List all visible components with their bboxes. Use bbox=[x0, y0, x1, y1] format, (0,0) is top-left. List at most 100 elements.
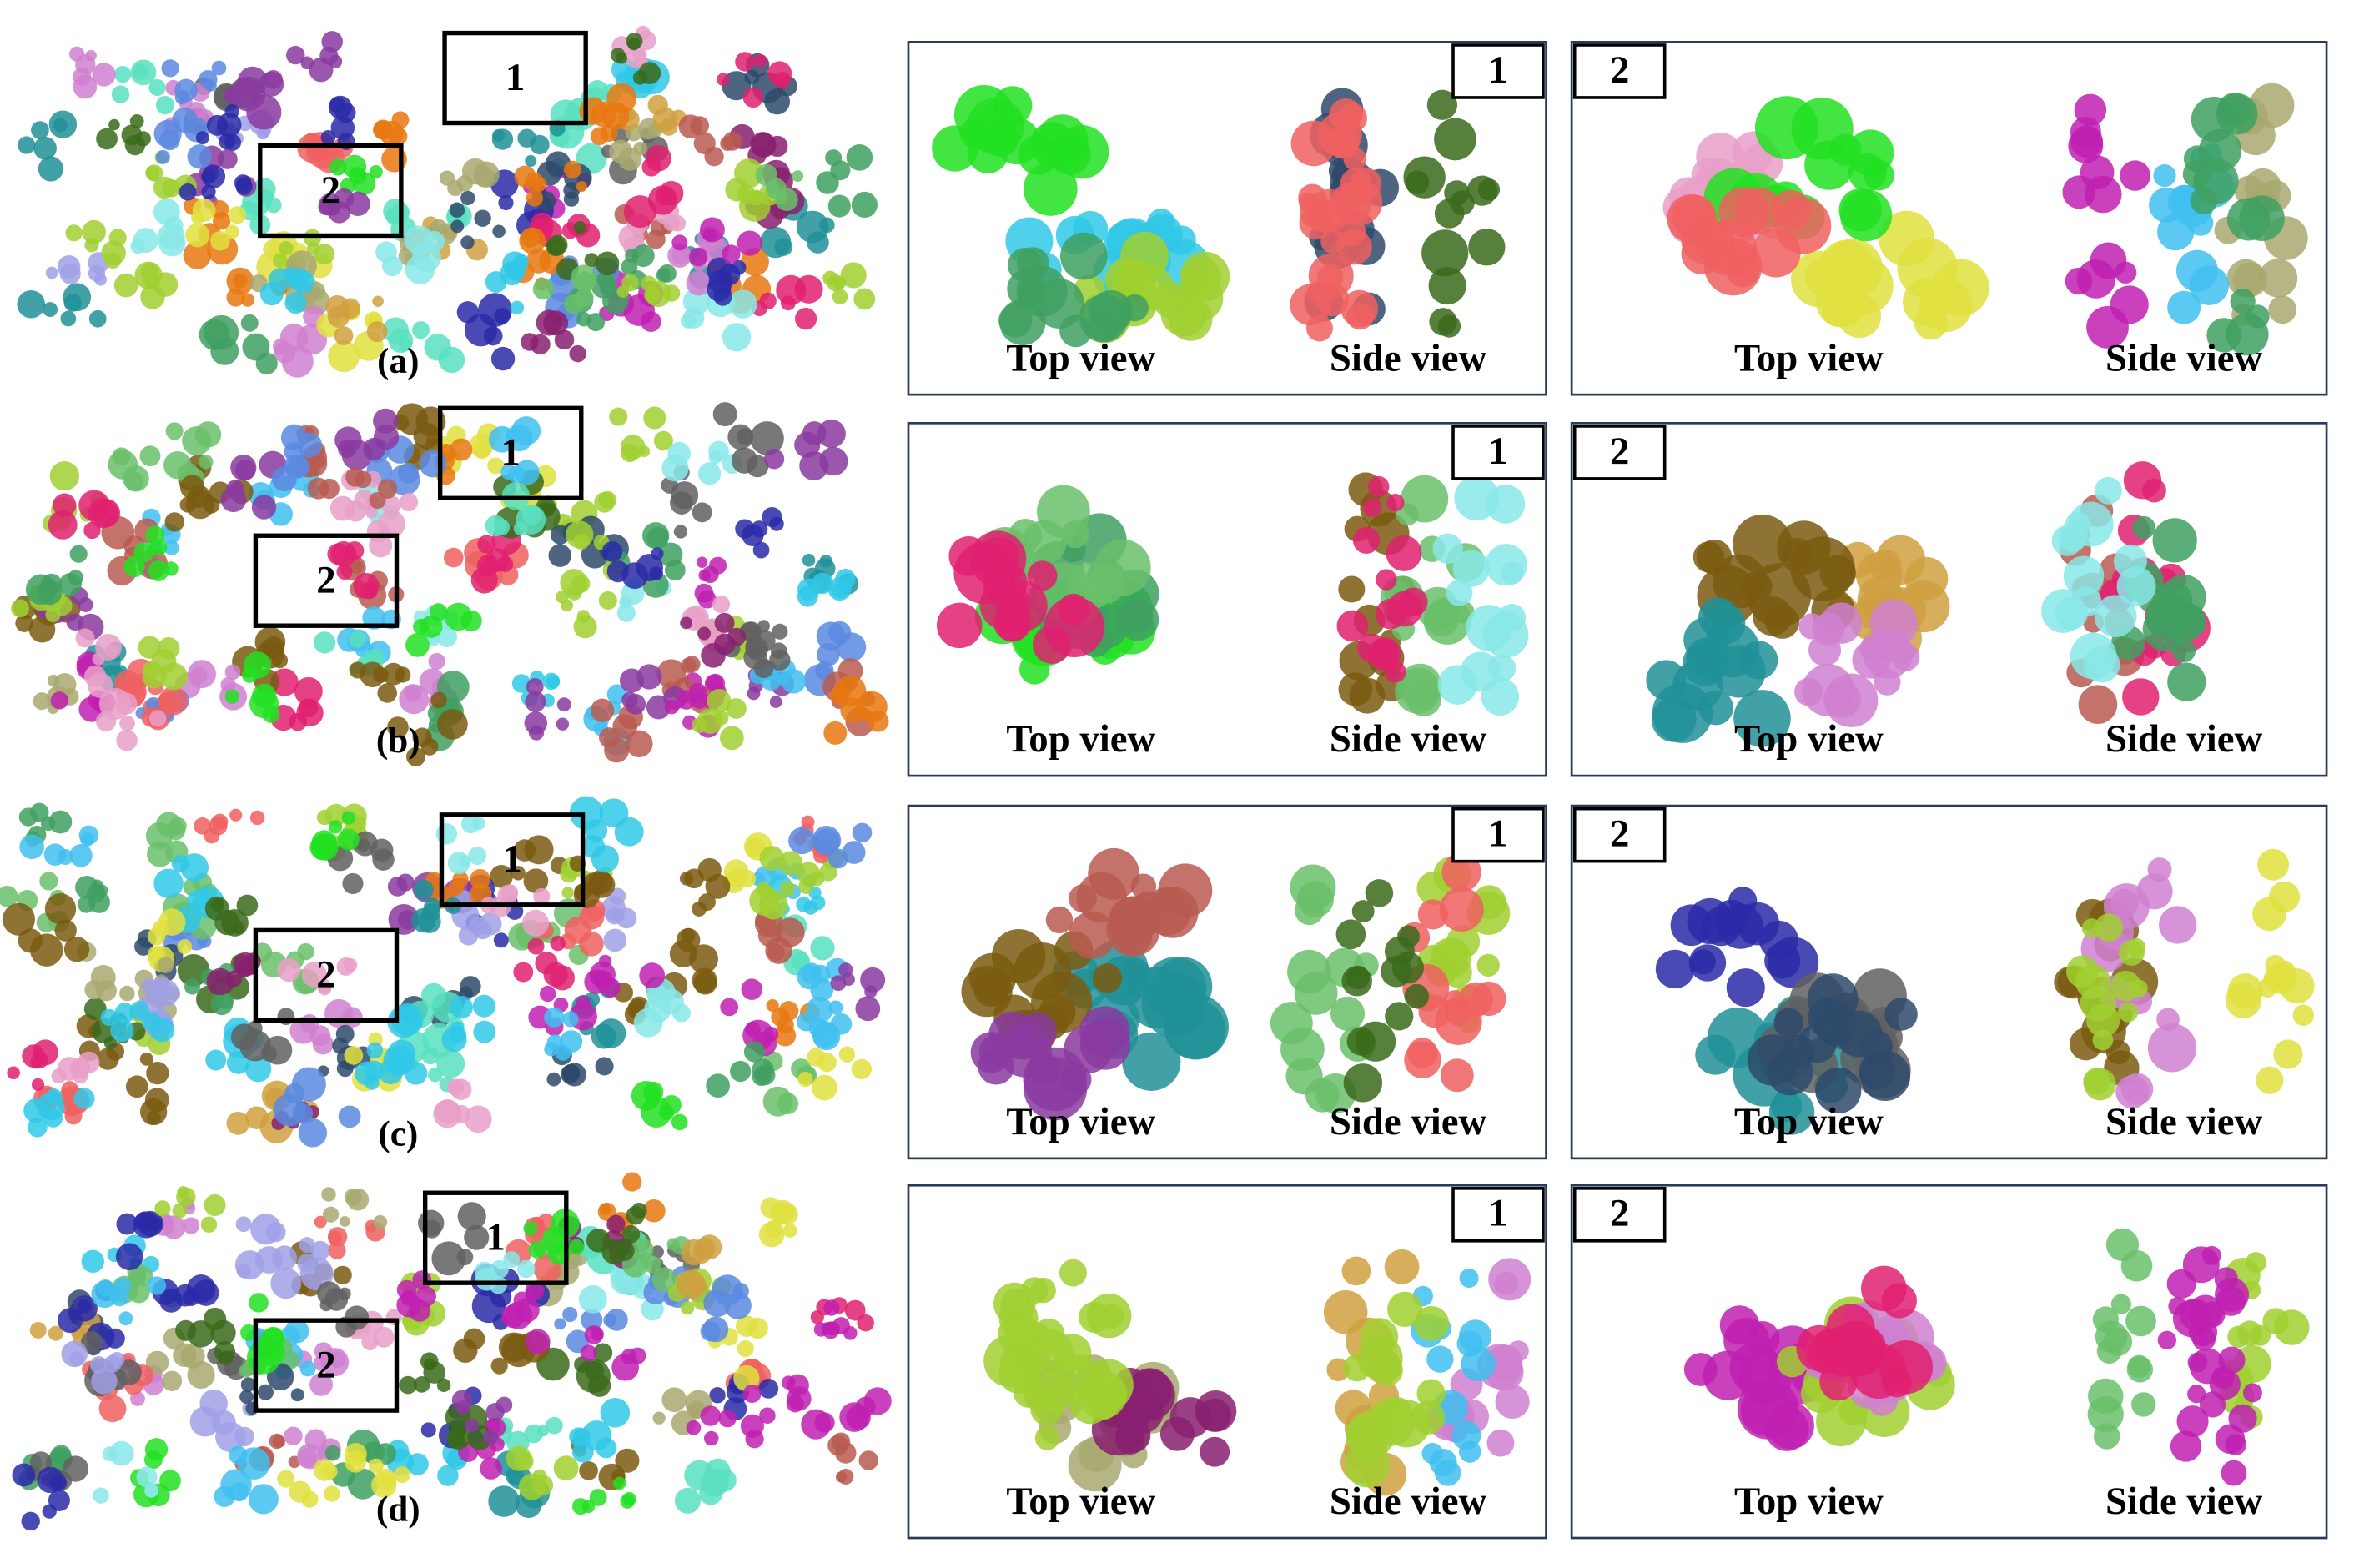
point-cluster bbox=[1452, 550, 1490, 587]
point-cluster bbox=[1385, 1002, 1414, 1031]
point-cluster bbox=[598, 591, 617, 611]
point-cluster bbox=[653, 430, 673, 450]
point-cluster bbox=[2136, 873, 2173, 910]
point-cluster bbox=[187, 485, 211, 508]
point-cluster bbox=[586, 313, 606, 332]
point-cluster bbox=[40, 816, 56, 832]
point-cluster bbox=[49, 460, 79, 491]
point-cluster bbox=[366, 321, 388, 343]
point-cluster bbox=[702, 565, 719, 584]
point-cluster bbox=[151, 978, 179, 1007]
point-cluster bbox=[614, 1240, 635, 1262]
point-cluster bbox=[619, 668, 644, 693]
point-cluster bbox=[458, 926, 479, 946]
point-cluster bbox=[680, 616, 693, 630]
point-cluster bbox=[796, 210, 829, 244]
point-cluster bbox=[620, 1494, 636, 1509]
point-cluster bbox=[651, 547, 664, 560]
point-cluster bbox=[33, 137, 57, 160]
point-cluster bbox=[688, 944, 718, 974]
point-cluster bbox=[145, 165, 160, 180]
point-cluster bbox=[606, 83, 637, 113]
point-cluster bbox=[139, 1052, 153, 1066]
point-cluster bbox=[516, 1259, 536, 1279]
point-cluster bbox=[33, 692, 51, 711]
point-cluster bbox=[2159, 906, 2197, 944]
point-cluster bbox=[205, 1049, 227, 1071]
point-cluster bbox=[1471, 981, 1506, 1017]
point-cluster bbox=[2215, 1424, 2246, 1455]
point-cluster bbox=[1079, 1301, 1110, 1334]
point-cluster bbox=[1439, 887, 1484, 932]
point-cluster bbox=[524, 172, 544, 192]
top-view-caption: Top view bbox=[1006, 1480, 1155, 1523]
point-cluster bbox=[626, 1206, 646, 1225]
point-cluster bbox=[1466, 175, 1497, 206]
point-cluster bbox=[631, 47, 647, 62]
point-cluster bbox=[291, 270, 315, 294]
point-cluster bbox=[722, 323, 752, 352]
point-cluster bbox=[1451, 1420, 1481, 1450]
point-cluster bbox=[183, 241, 212, 269]
point-cluster bbox=[2170, 1430, 2202, 1462]
point-cluster bbox=[182, 1217, 200, 1234]
point-cluster bbox=[204, 1194, 226, 1216]
point-cluster bbox=[177, 939, 193, 954]
point-cluster bbox=[478, 293, 512, 327]
point-cluster bbox=[2252, 897, 2286, 932]
point-cluster bbox=[642, 522, 670, 550]
point-cluster bbox=[51, 1068, 67, 1084]
point-cluster bbox=[2118, 1002, 2139, 1023]
point-cluster bbox=[364, 1060, 385, 1081]
point-cluster bbox=[692, 901, 707, 917]
point-cluster bbox=[388, 903, 420, 935]
point-cluster bbox=[1444, 180, 1470, 206]
point-cluster bbox=[705, 873, 731, 899]
point-cluster bbox=[2110, 888, 2140, 917]
point-cluster bbox=[522, 909, 550, 937]
point-cluster bbox=[96, 1279, 114, 1297]
zoom-box-number: 1 bbox=[502, 837, 521, 881]
point-cluster bbox=[852, 822, 873, 843]
point-cluster bbox=[619, 596, 632, 609]
point-cluster bbox=[71, 1295, 98, 1322]
point-cluster bbox=[745, 636, 764, 656]
point-cluster bbox=[48, 110, 78, 138]
point-cluster bbox=[211, 60, 227, 76]
point-cluster bbox=[1280, 1027, 1325, 1072]
point-cluster bbox=[528, 1241, 546, 1259]
point-cluster bbox=[245, 1106, 269, 1130]
point-cluster bbox=[500, 464, 516, 480]
point-cluster bbox=[546, 1072, 561, 1087]
point-cluster bbox=[707, 688, 732, 713]
point-cluster bbox=[2226, 198, 2271, 241]
point-cluster bbox=[306, 242, 320, 255]
point-cluster bbox=[214, 1340, 236, 1363]
point-cluster bbox=[1012, 1028, 1043, 1058]
point-cluster bbox=[511, 866, 526, 881]
point-cluster bbox=[199, 1389, 228, 1418]
point-cluster bbox=[810, 1310, 824, 1324]
point-cluster bbox=[328, 340, 360, 373]
point-cluster bbox=[1352, 526, 1381, 554]
point-cluster bbox=[1815, 1067, 1862, 1114]
point-cluster bbox=[758, 1379, 779, 1399]
point-cluster bbox=[493, 932, 509, 948]
point-cluster bbox=[999, 299, 1046, 345]
panel-number: 2 bbox=[1610, 430, 1629, 473]
point-cluster bbox=[220, 676, 236, 693]
point-cluster bbox=[2157, 213, 2195, 251]
point-cluster bbox=[771, 1008, 790, 1027]
point-cluster bbox=[1376, 569, 1397, 591]
point-cluster bbox=[765, 178, 787, 199]
point-cluster bbox=[801, 815, 815, 829]
point-cluster bbox=[353, 572, 380, 600]
point-cluster bbox=[490, 346, 516, 371]
point-cluster bbox=[686, 1420, 702, 1435]
point-cluster bbox=[701, 642, 726, 668]
point-cluster bbox=[184, 978, 201, 995]
point-cluster bbox=[365, 1075, 380, 1090]
point-cluster bbox=[277, 957, 301, 983]
point-cluster bbox=[48, 1325, 63, 1341]
point-cluster bbox=[314, 1215, 327, 1229]
